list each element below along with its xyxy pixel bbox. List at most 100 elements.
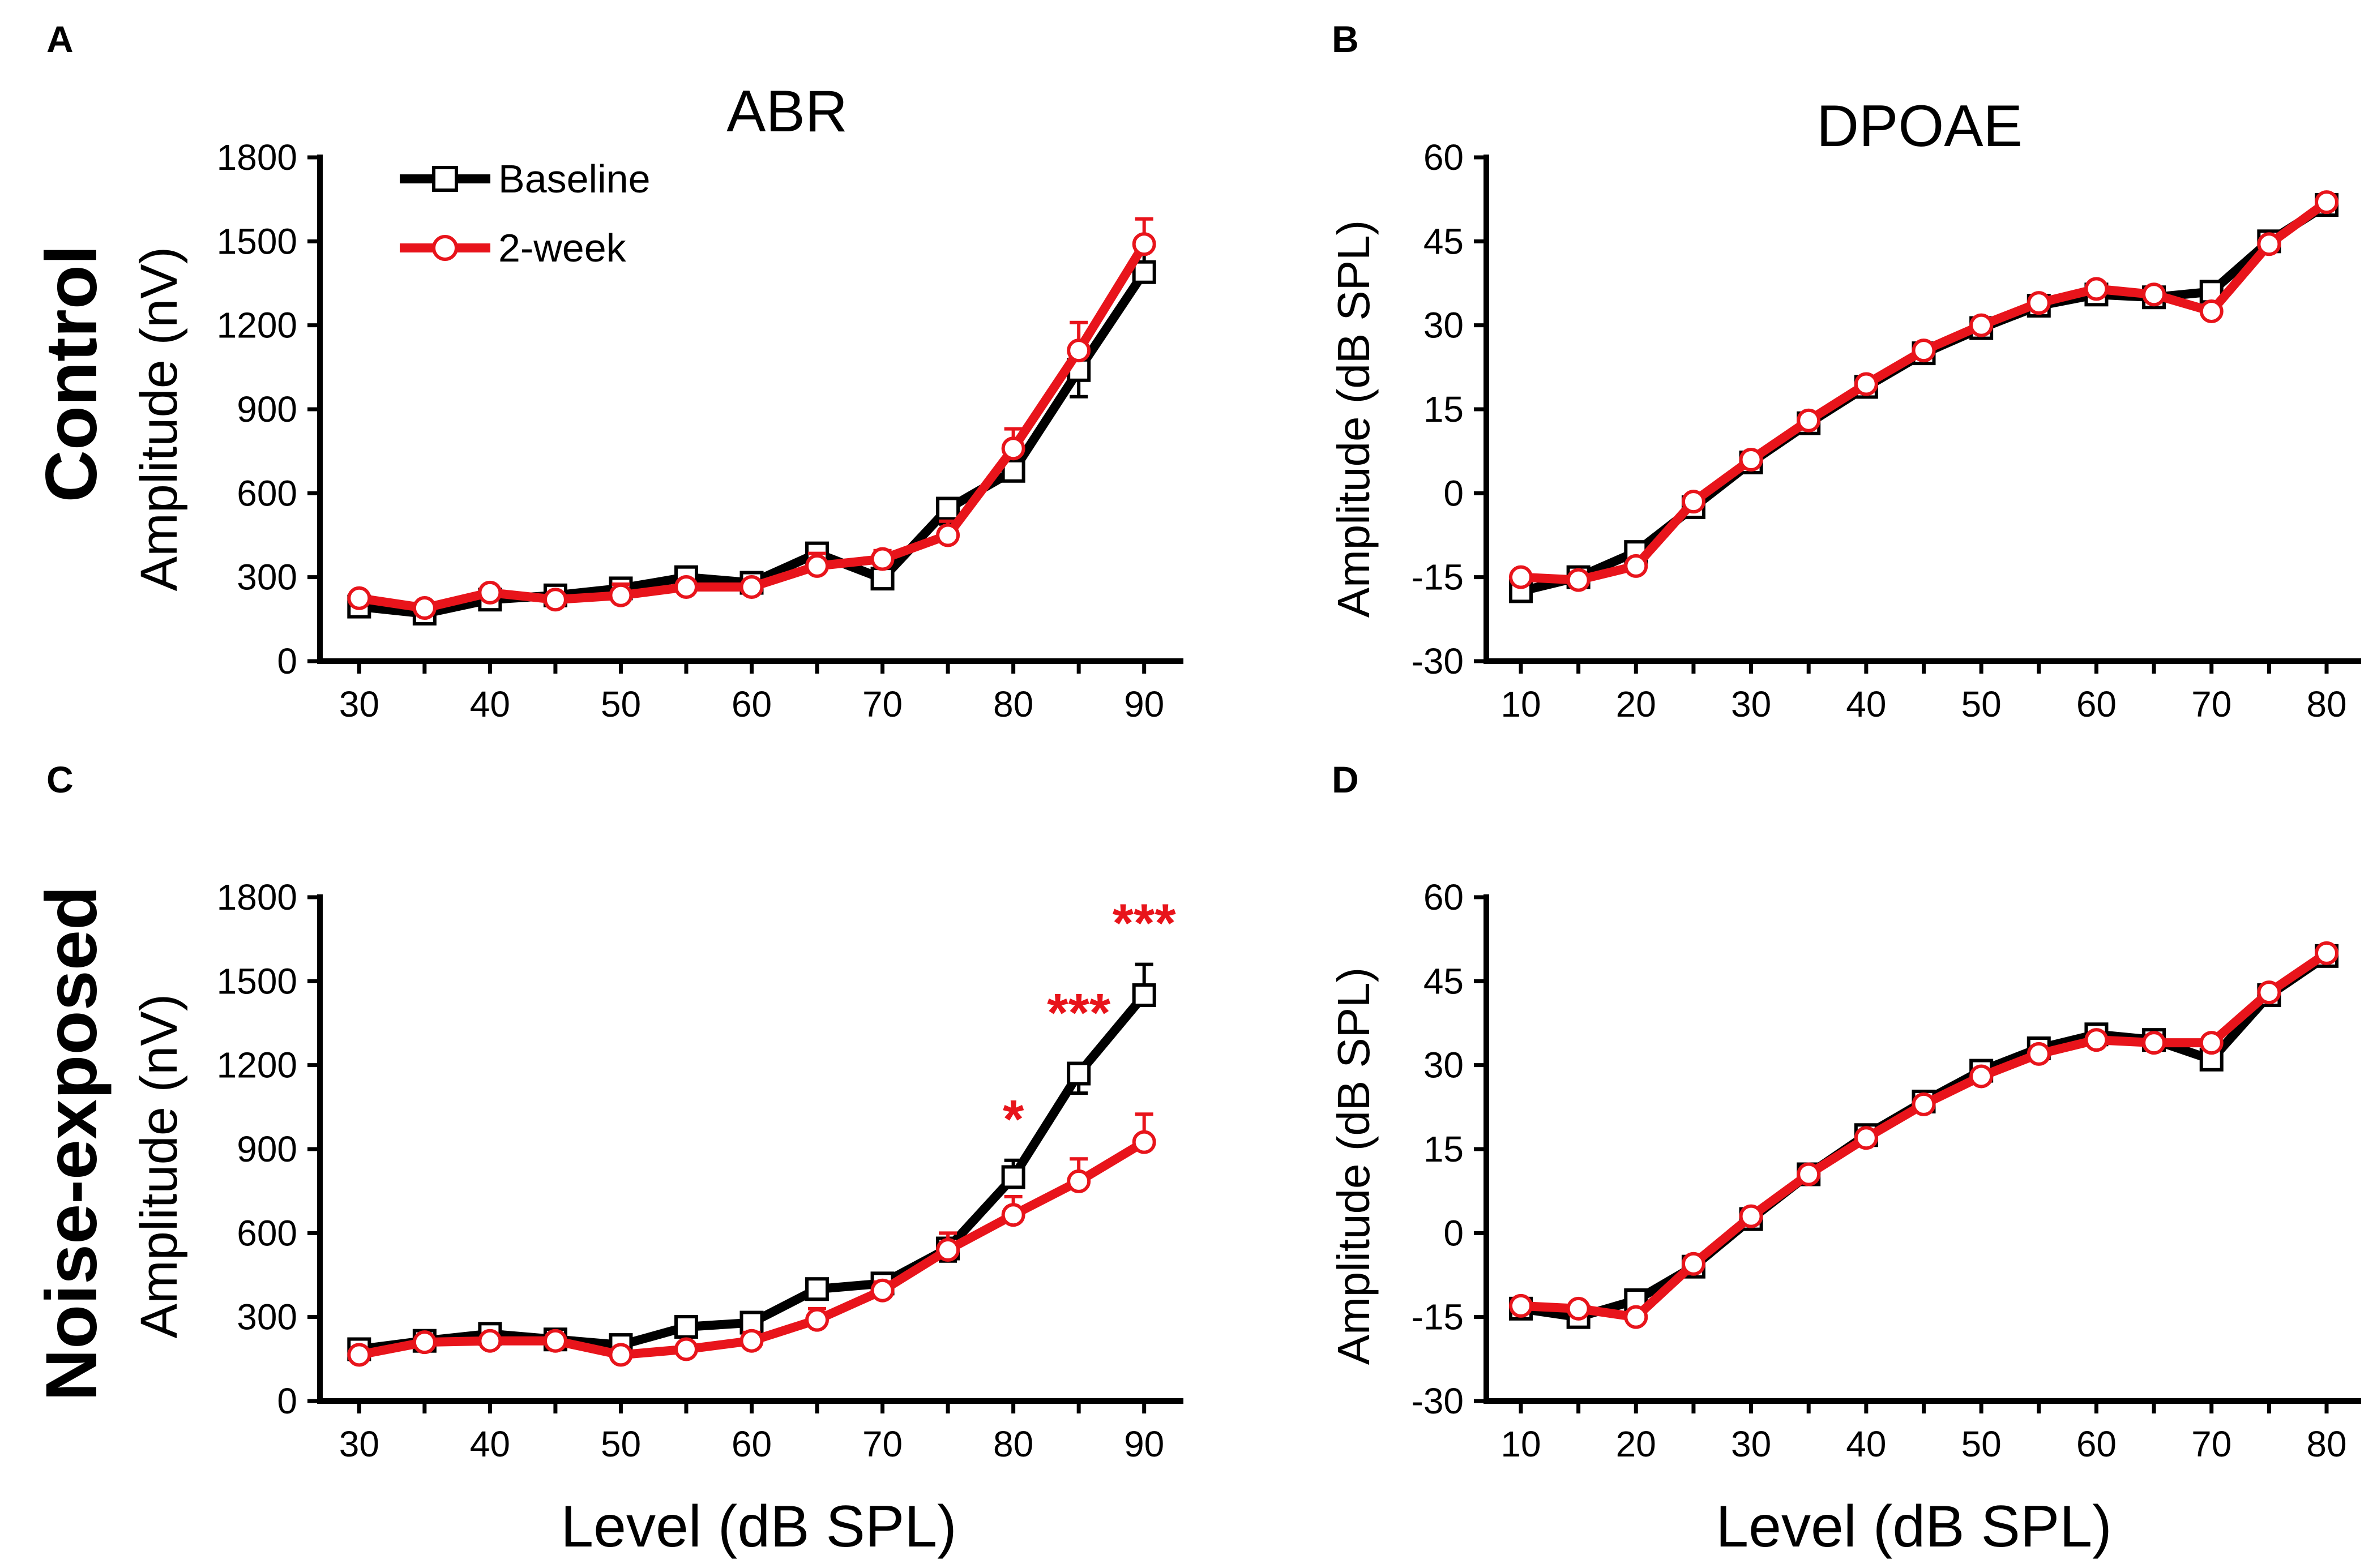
x-tick-label: 30 <box>1731 1424 1771 1464</box>
x-tick-label: 90 <box>1124 1424 1164 1464</box>
x-tick-label: 50 <box>601 684 641 725</box>
y-tick-label: 1500 <box>217 961 297 1001</box>
y-tick-label: 1500 <box>217 221 297 262</box>
week2-point <box>1739 1204 1763 1228</box>
week2-point <box>609 1343 633 1367</box>
baseline-point <box>1001 1165 1025 1189</box>
legend-2week-label: 2-week <box>498 226 627 270</box>
baseline-point <box>1132 260 1156 284</box>
baseline-series-line <box>1520 201 2329 596</box>
week2-point <box>936 1238 960 1262</box>
panel-a-abr-control: 0 300 600 900 1200 1500 1800 30 40 50 60 70 80 90 <box>217 137 1183 725</box>
week2-point <box>805 1308 830 1332</box>
week2-point <box>347 586 371 610</box>
y-tick-label: 1800 <box>217 877 297 918</box>
significance-marker: * <box>1003 1089 1024 1150</box>
week2-point <box>1854 1126 1878 1150</box>
week2-point <box>1132 1130 1156 1154</box>
week2-series-line <box>1520 949 2329 1322</box>
x-tick-label: 30 <box>1731 684 1771 725</box>
legend-baseline-marker <box>432 166 458 192</box>
week2-point <box>1912 1092 1936 1116</box>
week2-point <box>1912 339 1936 363</box>
baseline-series-line <box>358 269 1148 618</box>
week2-point <box>478 580 502 605</box>
x-tick-label: 30 <box>339 1424 379 1464</box>
y-tick-label: 900 <box>237 389 297 430</box>
week2-point <box>1132 232 1156 256</box>
y-tick-label: 600 <box>237 1213 297 1253</box>
y-tick-label: 0 <box>277 1381 297 1421</box>
baseline-point <box>674 1314 698 1339</box>
week2-point <box>1624 554 1648 578</box>
week2-point <box>1739 448 1763 472</box>
week2-point <box>739 575 764 599</box>
week2-point <box>1969 313 1994 337</box>
week2-point <box>1681 490 1705 514</box>
week2-point <box>543 588 567 612</box>
panel-b-dpoae-control: -30 -15 0 15 30 45 60 10 20 30 40 50 60 70 80 <box>1412 137 2361 725</box>
week2-point <box>1001 1203 1025 1227</box>
x-tick-label: 60 <box>2076 684 2117 725</box>
week2-point <box>2142 282 2166 307</box>
week2-point <box>2315 941 2339 965</box>
week2-point <box>1681 1252 1705 1276</box>
y-tick-label: 0 <box>1443 1213 1464 1253</box>
y-tick-label: 0 <box>1443 473 1464 513</box>
x-tick-label: 10 <box>1500 684 1541 725</box>
baseline-point <box>1132 983 1156 1008</box>
x-tick-label: 70 <box>862 1424 903 1464</box>
week2-point <box>609 583 633 607</box>
panel-d-xlabel: Level (dB SPL) <box>1716 1494 2111 1560</box>
panel-d-dpoae-noise-exposed: -30 -15 0 15 30 45 60 10 20 30 40 50 60 70 80 <box>1412 877 2361 1464</box>
panel-label-b: B <box>1332 18 1359 60</box>
significance-marker: *** <box>1113 893 1177 954</box>
x-tick-label: 50 <box>1961 1424 2002 1464</box>
legend-2week-marker <box>432 235 458 261</box>
x-tick-label: 40 <box>470 684 510 725</box>
y-tick-label: -30 <box>1412 1381 1464 1421</box>
x-tick-label: 50 <box>601 1424 641 1464</box>
x-tick-label: 60 <box>732 684 772 725</box>
week2-point <box>2084 1028 2109 1052</box>
baseline-series-line <box>358 992 1148 1354</box>
x-tick-label: 20 <box>1616 684 1656 725</box>
y-tick-label: 60 <box>1423 877 1464 918</box>
y-tick-label: 15 <box>1423 1129 1464 1169</box>
significance-marker: *** <box>1047 983 1111 1043</box>
week2-point <box>2315 190 2339 215</box>
week2-point <box>1001 436 1025 461</box>
week2-point <box>1566 568 1591 592</box>
week2-series-line <box>358 242 1148 613</box>
week2-point <box>870 1278 895 1303</box>
y-tick-label: 600 <box>237 473 297 513</box>
row-label-noise-exposed: Noise-exposed <box>31 886 112 1402</box>
week2-point <box>1067 1169 1091 1193</box>
x-tick-label: 70 <box>2191 684 2231 725</box>
y-tick-label: -15 <box>1412 557 1464 598</box>
x-tick-label: 30 <box>339 684 379 725</box>
week2-point <box>1854 372 1878 396</box>
y-tick-label: 1200 <box>217 1045 297 1086</box>
panel-b-ylabel: Amplitude (dB SPL) <box>1328 220 1379 618</box>
panel-a-title: ABR <box>726 79 848 144</box>
y-tick-label: 30 <box>1423 305 1464 346</box>
week2-point <box>1566 1296 1591 1321</box>
week2-point <box>1797 408 1821 432</box>
x-tick-label: 40 <box>470 1424 510 1464</box>
week2-point <box>1508 1293 1533 1318</box>
y-tick-label: -15 <box>1412 1297 1464 1338</box>
y-tick-label: 900 <box>237 1129 297 1169</box>
week2-point <box>412 596 437 620</box>
week2-point <box>412 1330 437 1355</box>
row-label-control: Control <box>31 245 112 503</box>
y-tick-label: 45 <box>1423 961 1464 1001</box>
x-tick-label: 40 <box>1846 684 1886 725</box>
week2-point <box>674 575 698 599</box>
week2-point <box>1508 565 1533 589</box>
week2-point <box>1797 1162 1821 1186</box>
week2-point <box>2142 1031 2166 1055</box>
y-tick-label: 1200 <box>217 305 297 346</box>
week2-point <box>870 547 895 571</box>
